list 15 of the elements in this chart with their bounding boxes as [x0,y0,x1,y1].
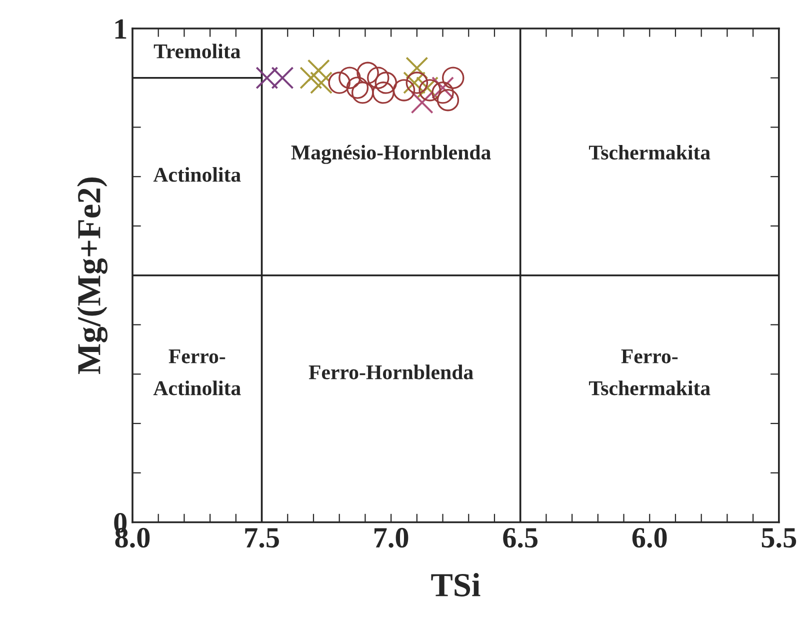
x-tick-label: 7.5 [245,528,279,548]
x-axis-title: TSi [431,572,480,596]
annotation: Tschermakita [588,144,710,160]
annotation: Ferro- Actinolita [153,350,241,396]
y-tick-label: 1 [115,19,126,39]
annotation: Actinolita [153,167,241,182]
annotation: Tremolita [154,44,240,58]
x-tick-label: 6.0 [632,528,667,548]
y-axis-title: Mg/(Mg+Fe2) [77,178,108,374]
annotation: Ferro- Tschermakita [588,350,710,396]
annotation: Magnésio-Hornblenda [291,144,491,164]
x-tick-label: 5.5 [762,528,796,548]
annotation: Ferro-Hornblenda [308,364,474,380]
x-tick-label: 7.0 [374,528,408,548]
x-tick-label: 6.5 [503,528,538,548]
